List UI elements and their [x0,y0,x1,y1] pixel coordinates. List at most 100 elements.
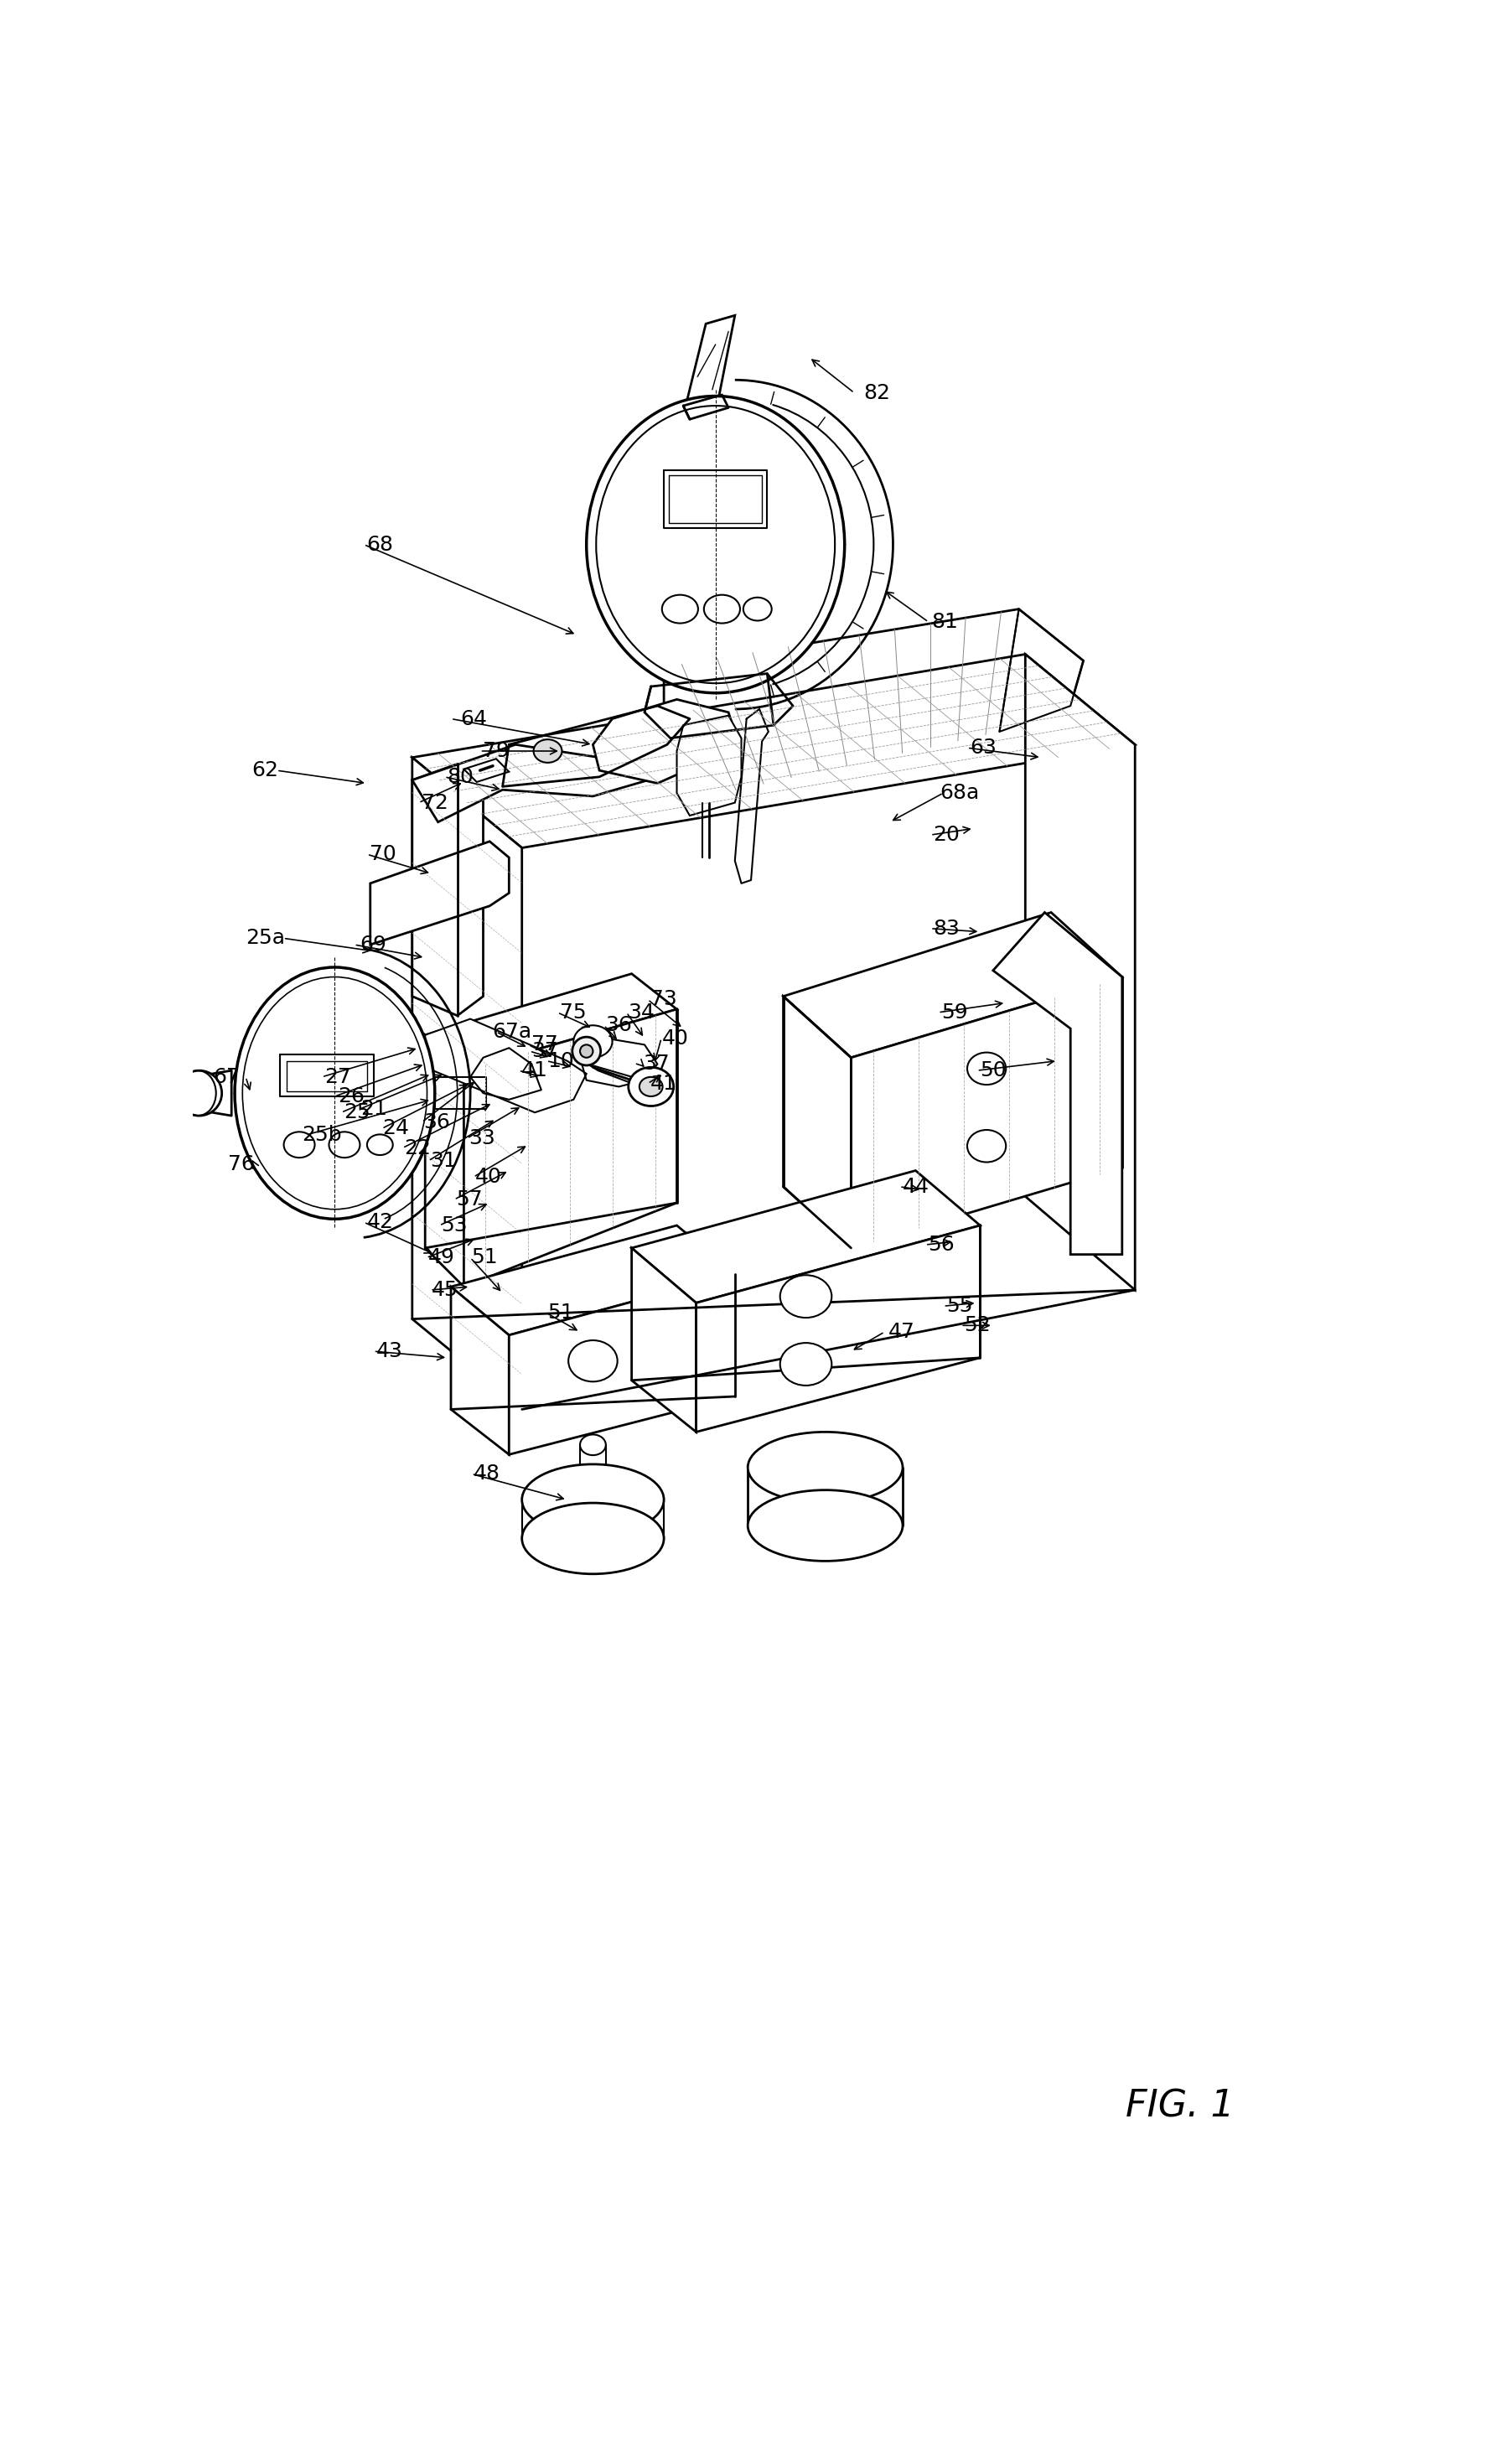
Text: 79: 79 [482,742,510,761]
Ellipse shape [569,1340,617,1381]
Polygon shape [522,1501,664,1540]
Polygon shape [587,395,845,693]
Text: 56: 56 [928,1235,954,1254]
Text: FIG. 1: FIG. 1 [1126,2089,1235,2125]
Text: 37: 37 [531,1042,558,1061]
Polygon shape [783,996,851,1247]
Text: 44: 44 [903,1176,928,1196]
Ellipse shape [968,1130,1005,1161]
Polygon shape [783,913,1122,1057]
Text: 50: 50 [980,1061,1007,1081]
Text: 67a: 67a [493,1022,532,1042]
Text: 47: 47 [888,1322,915,1342]
Polygon shape [510,1274,735,1454]
Ellipse shape [522,1503,664,1574]
Ellipse shape [968,1052,1005,1086]
Text: 62: 62 [251,761,278,781]
Text: 51: 51 [472,1247,497,1269]
Text: 26: 26 [337,1086,364,1105]
Ellipse shape [177,1071,222,1115]
Ellipse shape [581,1435,606,1454]
Ellipse shape [780,1342,832,1386]
Polygon shape [425,974,677,1071]
Text: 64: 64 [460,708,487,730]
Text: 25a: 25a [245,927,284,949]
Polygon shape [464,1010,677,1286]
Polygon shape [234,966,435,1220]
Text: 43: 43 [376,1342,404,1362]
Polygon shape [677,715,741,815]
Text: 57: 57 [455,1191,482,1210]
Text: 33: 33 [469,1127,496,1149]
Text: 70: 70 [370,844,396,864]
Text: 10: 10 [547,1052,575,1071]
Text: 49: 49 [428,1247,455,1269]
Text: 68a: 68a [939,783,980,803]
Text: 27: 27 [325,1066,351,1088]
Ellipse shape [587,395,845,693]
Polygon shape [632,1171,980,1303]
Polygon shape [664,610,1084,793]
Text: 45: 45 [431,1281,458,1301]
Polygon shape [413,756,522,1410]
Polygon shape [413,732,683,822]
Ellipse shape [581,1044,593,1057]
Text: 37: 37 [643,1054,670,1074]
Text: 81: 81 [931,612,959,632]
Text: 77: 77 [531,1035,558,1054]
Ellipse shape [572,1037,600,1066]
Text: 21: 21 [360,1098,387,1120]
Polygon shape [425,1035,464,1286]
Ellipse shape [748,1491,903,1562]
Text: 75: 75 [561,1003,587,1022]
Ellipse shape [629,1066,673,1105]
Polygon shape [686,315,735,403]
Text: 25b: 25b [302,1125,342,1144]
Polygon shape [632,1247,696,1432]
Polygon shape [413,654,1136,847]
Text: 31: 31 [429,1152,457,1171]
Text: 51: 51 [547,1303,575,1322]
Text: 36: 36 [605,1015,632,1035]
Text: 41: 41 [650,1074,677,1093]
Text: 34: 34 [627,1003,655,1022]
Text: 22: 22 [404,1137,431,1159]
Text: 67: 67 [213,1066,240,1088]
Polygon shape [464,759,510,783]
Polygon shape [451,1225,735,1335]
Text: 41: 41 [522,1061,549,1081]
Polygon shape [425,1020,587,1113]
Text: 40: 40 [475,1166,502,1188]
Text: 53: 53 [442,1215,467,1235]
Text: 59: 59 [940,1003,968,1022]
Text: 80: 80 [448,766,473,788]
Ellipse shape [234,966,435,1220]
Text: 68: 68 [366,534,393,554]
Polygon shape [370,842,510,944]
Polygon shape [413,764,484,1015]
Ellipse shape [534,739,562,764]
Text: 42: 42 [366,1213,393,1232]
Text: 63: 63 [971,737,996,759]
Ellipse shape [780,1276,832,1318]
Text: 40: 40 [662,1027,689,1049]
Text: 69: 69 [360,935,387,954]
Text: 82: 82 [863,383,891,403]
Ellipse shape [573,1025,612,1057]
Text: 24: 24 [383,1118,410,1139]
Text: 36: 36 [423,1113,451,1132]
Polygon shape [851,976,1122,1247]
Polygon shape [593,700,735,783]
Text: 48: 48 [473,1464,500,1484]
Text: 76: 76 [228,1154,254,1174]
Ellipse shape [640,1076,662,1096]
Ellipse shape [748,1432,903,1503]
Text: 52: 52 [963,1315,990,1335]
Text: 55: 55 [947,1296,972,1315]
Polygon shape [993,913,1122,1254]
Ellipse shape [522,1464,664,1535]
Polygon shape [696,1225,980,1432]
Text: 83: 83 [933,917,960,939]
Text: 25: 25 [345,1103,370,1122]
Polygon shape [451,1286,510,1454]
